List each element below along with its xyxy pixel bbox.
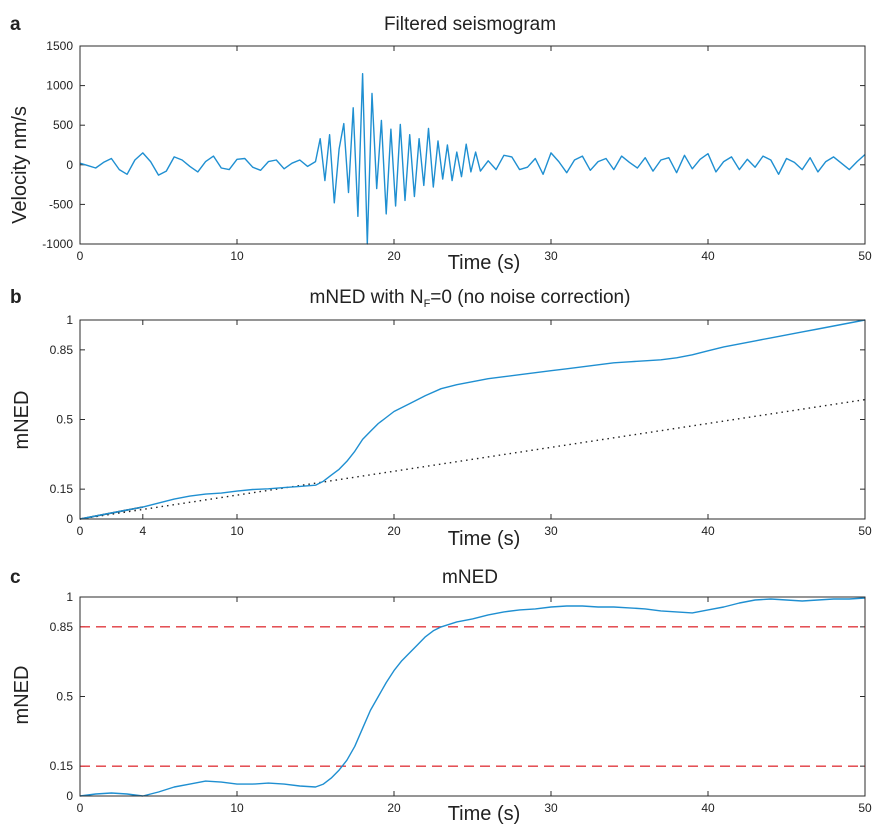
panel-c-ytick-label: 1 <box>66 590 73 604</box>
panel-a-axis-box <box>79 45 866 245</box>
panel-c-xtick-label: 20 <box>387 801 401 815</box>
panel-c-xlabel: Time (s) <box>448 803 521 825</box>
panel-a-letter: a <box>10 14 21 35</box>
panel-b-xtick-label: 4 <box>139 524 146 538</box>
panel-b-title-subscript: F <box>424 298 431 310</box>
panel-c-thresholds <box>80 626 865 767</box>
panel-b-title-suffix: =0 (no noise correction) <box>430 287 630 308</box>
panel-a-title: Filtered seismogram <box>384 14 556 35</box>
panel-b-reference-line <box>79 398 866 520</box>
panel-b-xtick-label: 30 <box>544 524 558 538</box>
panel-c-axes: 0 10 20 30 40 50 0 0.15 0.5 0.85 1 <box>50 590 872 815</box>
panel-c-xtick-label: 50 <box>858 801 872 815</box>
panel-a-axes: 0 10 20 30 40 50 -1000 -500 0 500 1000 1500 <box>42 39 872 263</box>
panel-c: c mNED mNED Time (s) 0 10 20 30 40 50 0 0.15 0.5… <box>10 567 872 825</box>
panel-c-letter: c <box>10 567 21 588</box>
panel-a-ytick-label: -1000 <box>42 237 73 251</box>
panel-b-axis-box <box>79 319 866 520</box>
panel-b-title-prefix: mNED with N <box>310 287 424 308</box>
panel-b: b mNED with NF=0 (no noise correction) m… <box>10 287 872 550</box>
panel-a-xlabel: Time (s) <box>448 252 521 274</box>
panel-a-xtick-label: 50 <box>858 249 872 263</box>
panel-b-ylabel: mNED <box>11 391 33 450</box>
panel-a-xtick-label: 0 <box>77 249 84 263</box>
panel-a: a Filtered seismogram Velocity nm/s Time… <box>9 14 872 274</box>
panel-b-letter: b <box>10 287 22 308</box>
panel-b-xtick-label: 20 <box>387 524 401 538</box>
panel-c-series-line <box>79 597 866 797</box>
panel-a-ytick-label: 1000 <box>46 79 73 93</box>
panel-c-xtick-label: 0 <box>77 801 84 815</box>
panel-b-title: mNED with NF=0 (no noise correction) <box>310 287 631 310</box>
panel-b-xtick-label: 10 <box>230 524 244 538</box>
panel-b-xtick-label: 50 <box>858 524 872 538</box>
panel-a-ytick-label: -500 <box>49 197 73 211</box>
panel-a-xtick-label: 40 <box>701 249 715 263</box>
panel-b-ytick-label: 0.85 <box>50 343 74 357</box>
panel-a-ylabel: Velocity nm/s <box>9 106 31 224</box>
panel-c-ytick-label: 0.5 <box>56 690 73 704</box>
panel-b-ytick-label: 1 <box>66 313 73 327</box>
panel-c-ytick-label: 0.85 <box>50 620 74 634</box>
panel-b-xtick-label: 0 <box>77 524 84 538</box>
panel-b-ytick-label: 0.15 <box>50 482 74 496</box>
panel-a-ytick-label: 0 <box>66 158 73 172</box>
panel-b-xtick-label: 40 <box>701 524 715 538</box>
panel-c-xtick-label: 10 <box>230 801 244 815</box>
panel-b-ytick-label: 0 <box>66 512 73 526</box>
panel-b-series-line <box>79 319 866 520</box>
panel-c-xtick-label: 40 <box>701 801 715 815</box>
panel-c-title: mNED <box>442 567 498 588</box>
panel-c-ylabel: mNED <box>11 666 33 725</box>
panel-b-ytick-label: 0.5 <box>56 413 73 427</box>
panel-a-ytick-label: 500 <box>53 118 73 132</box>
panel-a-xtick-label: 30 <box>544 249 558 263</box>
panel-a-ytick-label: 1500 <box>46 39 73 53</box>
panel-b-xlabel: Time (s) <box>448 528 521 550</box>
panel-c-ytick-label: 0 <box>66 789 73 803</box>
panel-a-xtick-label: 20 <box>387 249 401 263</box>
panel-c-xtick-label: 30 <box>544 801 558 815</box>
panel-c-axis-box <box>79 596 866 797</box>
panel-a-series-line <box>79 73 866 245</box>
panel-c-ytick-label: 0.15 <box>50 759 74 773</box>
panel-a-xtick-label: 10 <box>230 249 244 263</box>
panel-b-axes: 0 4 10 20 30 40 50 0 0.15 0.5 0.85 1 <box>50 313 872 538</box>
